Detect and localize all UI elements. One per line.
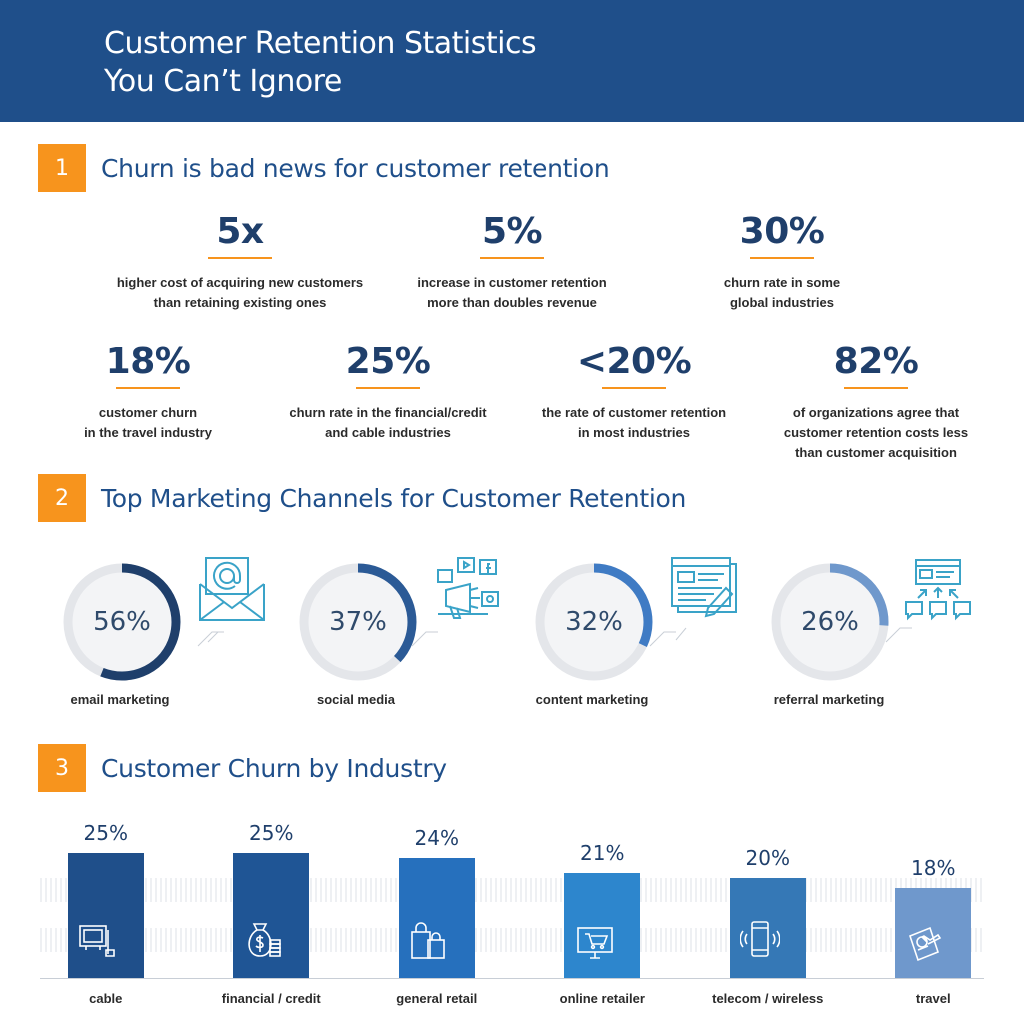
stat-description: customer churn in the travel industry — [84, 405, 212, 440]
donut-chart-referral: 26% — [765, 557, 895, 687]
bar-travel — [895, 888, 972, 978]
connector-line-icon — [649, 631, 676, 647]
section-1-number-badge: 1 — [38, 144, 86, 192]
stat-card: 5% increase in customer retention more t… — [382, 210, 642, 313]
section-3-title: Customer Churn by Industry — [101, 754, 447, 783]
bar-cable — [67, 853, 144, 978]
stat-description: of organizations agree that customer ret… — [783, 405, 969, 460]
stat-card: 25% churn rate in the financial/credit a… — [258, 340, 518, 443]
stat-value: 82% — [833, 341, 919, 382]
donut-arc-referral — [771, 563, 889, 681]
bar-value-label: 25% — [249, 821, 294, 845]
bar-category-label: cable — [89, 991, 123, 1006]
connector-line-icon — [885, 627, 912, 643]
background-stripe — [40, 928, 984, 952]
money-bag-icon — [248, 923, 281, 957]
donut-chart-email: 56% — [57, 557, 187, 687]
donut-arc-social — [299, 563, 417, 681]
shopping-bags-icon — [411, 922, 445, 959]
stat-value: <20% — [576, 341, 692, 382]
donut-percent: 32% — [565, 607, 623, 637]
bar-online-retailer — [564, 873, 641, 978]
bar-category-label: financial / credit — [221, 991, 321, 1006]
stat-divider — [480, 257, 544, 259]
passport-icon — [909, 926, 942, 962]
stat-value: 5x — [216, 211, 264, 252]
stat-card: 5x higher cost of acquiring new customer… — [110, 210, 370, 313]
referral-icon — [905, 559, 971, 621]
stat-description: churn rate in the financial/credit and c… — [289, 405, 487, 440]
donut-ring — [63, 563, 181, 681]
section-3-number-badge: 3 — [38, 744, 86, 792]
stat-description: the rate of customer retention in most i… — [541, 405, 727, 440]
stat-value: 30% — [739, 211, 825, 252]
channel-label: referral marketing — [773, 692, 885, 707]
stat-card: 18% customer churn in the travel industr… — [18, 340, 278, 443]
connector-line-icon — [411, 631, 438, 647]
channel-label: social media — [316, 692, 396, 707]
content-icon — [671, 557, 737, 641]
header-banner: Customer Retention Statistics You Can’t … — [0, 0, 1024, 122]
social-media-icon — [437, 557, 499, 619]
stat-description: churn rate in some global industries — [723, 275, 841, 310]
stat-divider — [844, 387, 908, 389]
online-cart-icon — [577, 927, 613, 959]
donut-arc-content — [535, 563, 653, 681]
stat-value: 18% — [105, 341, 191, 382]
stat-value: 5% — [481, 211, 543, 252]
page-title-line-2: You Can’t Ignore — [104, 64, 342, 99]
donut-ring — [771, 563, 889, 681]
donut-ring — [299, 563, 417, 681]
stat-card: 82% of organizations agree that customer… — [746, 340, 1006, 463]
connector-line-icon — [197, 631, 224, 647]
stat-divider — [208, 257, 272, 259]
page-title-line-1: Customer Retention Statistics — [104, 26, 537, 61]
bar-category-label: travel — [915, 991, 951, 1006]
bar-value-label: 24% — [414, 826, 459, 850]
channel-label: email marketing — [70, 692, 170, 707]
stat-divider — [750, 257, 814, 259]
bar-category-label: general retail — [396, 991, 478, 1006]
envelope-icon — [199, 557, 265, 643]
bar-value-label: 20% — [745, 846, 790, 870]
section-2-number-badge: 2 — [38, 474, 86, 522]
chart-baseline — [40, 978, 984, 979]
donut-percent: 37% — [329, 607, 387, 637]
stat-divider — [356, 387, 420, 389]
stat-divider — [602, 387, 666, 389]
tv-icon — [79, 925, 115, 957]
donut-percent: 26% — [801, 607, 859, 637]
donut-chart-content: 32% — [529, 557, 659, 687]
donut-percent: 56% — [93, 607, 151, 637]
bar-value-label: 18% — [911, 856, 956, 880]
bar-value-label: 21% — [580, 841, 625, 865]
stat-description: higher cost of acquiring new customers t… — [116, 275, 364, 310]
donut-chart-social: 37% — [293, 557, 423, 687]
stat-card: 30% churn rate in some global industries — [652, 210, 912, 313]
background-stripe — [40, 878, 984, 902]
smartphone-icon — [740, 921, 780, 957]
bar-financial-credit — [233, 853, 310, 978]
bar-category-label: telecom / wireless — [712, 991, 824, 1006]
bar-category-label: online retailer — [559, 991, 645, 1006]
donut-arc-email — [63, 563, 181, 681]
bar-value-label: 25% — [83, 821, 128, 845]
channel-label: content marketing — [535, 692, 649, 707]
stat-value: 25% — [345, 341, 431, 382]
donut-ring — [535, 563, 653, 681]
section-2-title: Top Marketing Channels for Customer Rete… — [101, 484, 687, 513]
stat-divider — [116, 387, 180, 389]
stat-description: increase in customer retention more than… — [417, 275, 607, 310]
stat-card: <20% the rate of customer retention in m… — [504, 340, 764, 443]
section-1-title: Churn is bad news for customer retention — [101, 154, 610, 183]
